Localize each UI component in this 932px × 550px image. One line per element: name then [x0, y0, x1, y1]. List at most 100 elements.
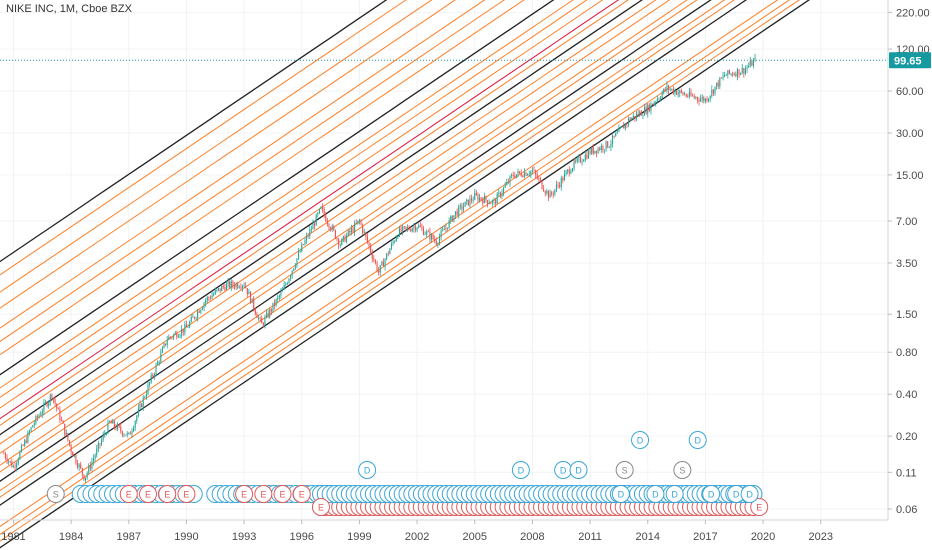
candle-body [253, 298, 255, 309]
earnings-marker[interactable] [177, 485, 196, 503]
candle-body [224, 286, 226, 290]
dividend-marker[interactable] [702, 485, 721, 503]
earnings-marker[interactable] [158, 485, 177, 503]
candle-body [448, 220, 450, 229]
price-scale-bg [888, 0, 932, 550]
earnings-marker[interactable] [750, 498, 769, 516]
candle-body [674, 90, 676, 94]
candle-body [357, 220, 359, 224]
candle-body [208, 297, 210, 299]
dividend-marker[interactable] [688, 431, 707, 449]
candle-body [493, 199, 495, 201]
candle-body [30, 427, 32, 432]
candle-body [647, 104, 649, 114]
candle-body [749, 60, 751, 66]
dividend-marker[interactable] [511, 461, 530, 479]
earnings-marker[interactable] [119, 485, 138, 503]
earnings-marker[interactable] [254, 485, 273, 503]
y-axis[interactable]: 220.00120.0060.0030.0015.007.003.501.500… [887, 0, 932, 550]
earnings-marker[interactable] [235, 485, 254, 503]
candle-body [76, 463, 79, 468]
candle-body [12, 466, 15, 468]
candle-body [200, 309, 202, 313]
dividend-marker[interactable] [740, 485, 759, 503]
earnings-marker[interactable] [292, 485, 311, 503]
candle-body [619, 127, 622, 129]
candle-body [197, 311, 199, 318]
candle-body [285, 284, 287, 285]
y-tick-label: 15.00 [896, 170, 924, 182]
candle-body [408, 227, 410, 230]
dividend-marker[interactable] [665, 485, 684, 503]
candle-body [245, 285, 247, 289]
candle-body [635, 113, 638, 119]
earnings-marker-label: E [318, 502, 324, 512]
candle-body [94, 455, 96, 459]
candle-body [615, 133, 617, 137]
candle-body [528, 174, 530, 176]
candle-body [432, 234, 434, 240]
channel-outer-line [0, 0, 643, 436]
x-tick-label: 2011 [578, 531, 602, 543]
candle-body [338, 238, 340, 246]
x-tick-label: 1987 [117, 531, 141, 543]
dividend-marker[interactable] [358, 461, 377, 479]
candle-body [211, 295, 213, 299]
candle-body [19, 451, 21, 460]
candle-body [83, 474, 85, 481]
candle-body [543, 188, 545, 192]
candle-body [570, 171, 572, 174]
candle-body [265, 312, 268, 318]
dividend-marker[interactable] [569, 461, 588, 479]
candle-body [110, 421, 112, 424]
x-tick-label: 2002 [405, 531, 429, 543]
candle-body [696, 97, 698, 100]
earnings-marker[interactable] [273, 485, 292, 503]
split-marker[interactable] [673, 461, 692, 479]
channel-inner-line [0, 0, 433, 293]
candle-body [523, 172, 525, 178]
candle-body [661, 93, 663, 99]
candle-body [709, 95, 711, 99]
candle-body [163, 343, 165, 348]
candle-body [107, 422, 109, 434]
candle-body [469, 198, 471, 206]
event-markers[interactable]: E E E E E E E EE ED D D DD D D D D DD DSS S [46, 431, 769, 516]
candle-body [314, 223, 316, 226]
dividend-marker-label: D [708, 489, 715, 499]
candle-body [306, 235, 308, 241]
dividend-marker[interactable] [646, 485, 665, 503]
dividend-marker[interactable] [631, 431, 650, 449]
candle-body [171, 337, 173, 339]
candle-body [310, 229, 312, 231]
candle-body [479, 197, 481, 201]
dividend-marker[interactable] [611, 485, 630, 503]
candle-body [52, 398, 55, 400]
candle-body [32, 425, 34, 428]
candle-body [193, 316, 196, 319]
candle-body [117, 424, 119, 430]
channel-inner-line [0, 0, 671, 454]
earnings-marker[interactable] [311, 498, 330, 516]
regression-channel [0, 0, 811, 549]
candle-body [398, 227, 401, 237]
candle-body [589, 150, 591, 154]
candle-body [551, 192, 553, 194]
candle-body [25, 440, 27, 443]
earnings-marker[interactable] [139, 485, 157, 503]
split-marker[interactable] [46, 485, 65, 503]
candle-body [304, 240, 306, 245]
candle-body [192, 316, 194, 318]
candle-body [397, 236, 399, 238]
split-marker-label: S [679, 465, 685, 475]
candle-body [62, 420, 64, 424]
candle-body [145, 394, 147, 398]
candle-body [442, 229, 444, 231]
candle-body [336, 238, 338, 240]
candle-body [509, 176, 511, 183]
x-tick-label: 1990 [174, 531, 198, 543]
candle-body [573, 160, 575, 169]
split-marker[interactable] [615, 461, 634, 479]
candle-body [144, 397, 146, 398]
